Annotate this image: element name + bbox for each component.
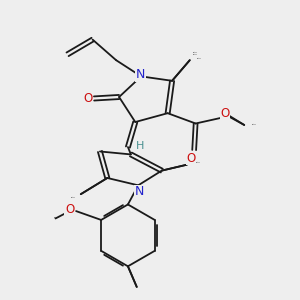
Text: H: H bbox=[136, 141, 145, 151]
Text: methyl: methyl bbox=[193, 52, 198, 53]
Text: methyl: methyl bbox=[197, 58, 202, 59]
Text: N: N bbox=[136, 68, 145, 81]
Text: O: O bbox=[220, 107, 230, 120]
Text: O: O bbox=[83, 92, 92, 105]
Text: N: N bbox=[135, 185, 144, 198]
Text: O: O bbox=[65, 203, 74, 216]
Text: methyl: methyl bbox=[252, 124, 256, 125]
Text: methyl: methyl bbox=[193, 54, 198, 55]
Text: methyl: methyl bbox=[196, 162, 200, 163]
Text: methoxy: methoxy bbox=[54, 217, 60, 218]
Text: methyl: methyl bbox=[70, 196, 75, 198]
Text: O: O bbox=[187, 152, 196, 165]
